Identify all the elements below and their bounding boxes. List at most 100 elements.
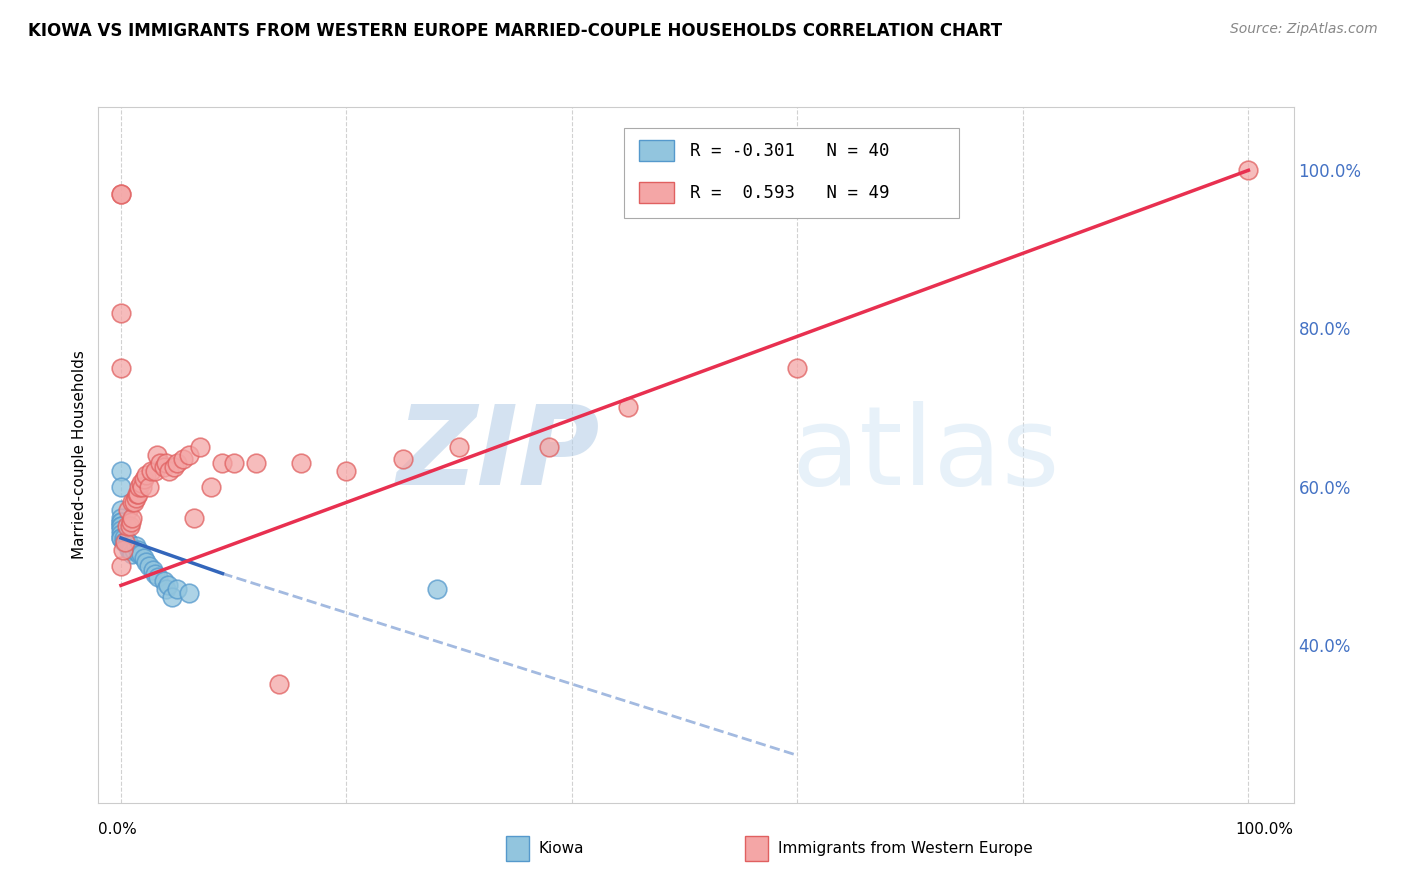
Point bbox=[138, 558, 160, 573]
Point bbox=[148, 570, 170, 584]
Point bbox=[131, 479, 153, 493]
Point bbox=[153, 574, 176, 589]
Point bbox=[159, 464, 181, 478]
Point bbox=[110, 519, 132, 533]
Text: Source: ZipAtlas.com: Source: ZipAtlas.com bbox=[1230, 22, 1378, 37]
Y-axis label: Married-couple Households: Married-couple Households bbox=[72, 351, 87, 559]
Point bbox=[124, 539, 146, 553]
Point bbox=[786, 361, 808, 376]
Point bbox=[149, 456, 172, 470]
Point bbox=[155, 582, 177, 597]
Point bbox=[117, 535, 139, 549]
Point bbox=[211, 456, 233, 470]
Point bbox=[110, 361, 132, 376]
Point bbox=[129, 547, 152, 561]
Point bbox=[110, 511, 132, 525]
Point bbox=[141, 464, 163, 478]
Point bbox=[153, 459, 176, 474]
Point bbox=[177, 448, 200, 462]
Point bbox=[110, 503, 132, 517]
Text: ZIP: ZIP bbox=[396, 401, 600, 508]
Text: R =  0.593   N = 49: R = 0.593 N = 49 bbox=[690, 184, 890, 202]
Point bbox=[121, 511, 143, 525]
Point bbox=[1237, 163, 1260, 178]
Point bbox=[110, 464, 132, 478]
Point bbox=[114, 535, 136, 549]
Point bbox=[135, 555, 157, 569]
Point bbox=[172, 451, 194, 466]
Point bbox=[129, 475, 152, 490]
Point bbox=[110, 479, 132, 493]
Point bbox=[163, 459, 186, 474]
Point bbox=[166, 582, 188, 597]
Bar bbox=[638, 140, 675, 161]
Point bbox=[222, 456, 245, 470]
Point bbox=[335, 464, 357, 478]
Point bbox=[132, 550, 155, 565]
Text: 100.0%: 100.0% bbox=[1236, 822, 1294, 837]
Point bbox=[124, 542, 146, 557]
Point bbox=[135, 467, 157, 482]
Point bbox=[112, 535, 135, 549]
Point bbox=[110, 527, 132, 541]
Point bbox=[188, 440, 211, 454]
Point bbox=[118, 542, 141, 557]
Point bbox=[110, 515, 132, 529]
Point bbox=[538, 440, 561, 454]
Point bbox=[138, 479, 160, 493]
Point bbox=[267, 677, 290, 691]
Point bbox=[115, 535, 138, 549]
Point bbox=[117, 503, 139, 517]
Point bbox=[110, 531, 132, 545]
Point bbox=[157, 578, 180, 592]
Text: Immigrants from Western Europe: Immigrants from Western Europe bbox=[778, 841, 1032, 855]
Point bbox=[160, 591, 183, 605]
Point bbox=[118, 519, 141, 533]
Point bbox=[127, 487, 149, 501]
Text: atlas: atlas bbox=[792, 401, 1060, 508]
Point bbox=[143, 566, 166, 581]
Point bbox=[117, 535, 139, 549]
Point bbox=[118, 539, 141, 553]
Text: 0.0%: 0.0% bbox=[98, 822, 138, 837]
Point bbox=[121, 495, 143, 509]
Point bbox=[392, 451, 415, 466]
Point bbox=[110, 187, 132, 202]
Point bbox=[118, 542, 141, 557]
FancyBboxPatch shape bbox=[624, 128, 959, 219]
Point bbox=[112, 542, 135, 557]
Point bbox=[426, 582, 449, 597]
Point bbox=[155, 456, 177, 470]
Point bbox=[146, 448, 169, 462]
Point bbox=[290, 456, 312, 470]
Point bbox=[141, 563, 163, 577]
Point bbox=[110, 531, 132, 545]
Point bbox=[245, 456, 267, 470]
Point bbox=[124, 495, 146, 509]
Bar bbox=[638, 182, 675, 203]
Point bbox=[110, 515, 132, 529]
Text: R = -0.301   N = 40: R = -0.301 N = 40 bbox=[690, 142, 890, 160]
Point bbox=[120, 515, 142, 529]
Point bbox=[110, 187, 132, 202]
Point bbox=[132, 472, 155, 486]
Point bbox=[128, 547, 150, 561]
Point bbox=[120, 542, 142, 557]
Point bbox=[177, 586, 200, 600]
Point bbox=[127, 542, 149, 557]
Point bbox=[110, 523, 132, 537]
Text: KIOWA VS IMMIGRANTS FROM WESTERN EUROPE MARRIED-COUPLE HOUSEHOLDS CORRELATION CH: KIOWA VS IMMIGRANTS FROM WESTERN EUROPE … bbox=[28, 22, 1002, 40]
Point bbox=[121, 547, 143, 561]
Point bbox=[112, 531, 135, 545]
Point bbox=[449, 440, 471, 454]
Point bbox=[200, 479, 222, 493]
Point bbox=[125, 487, 148, 501]
Point bbox=[110, 558, 132, 573]
Point bbox=[110, 519, 132, 533]
Point bbox=[128, 479, 150, 493]
Point bbox=[166, 456, 188, 470]
Point bbox=[617, 401, 640, 415]
Point bbox=[124, 491, 146, 506]
Point bbox=[115, 519, 138, 533]
Text: Kiowa: Kiowa bbox=[538, 841, 583, 855]
